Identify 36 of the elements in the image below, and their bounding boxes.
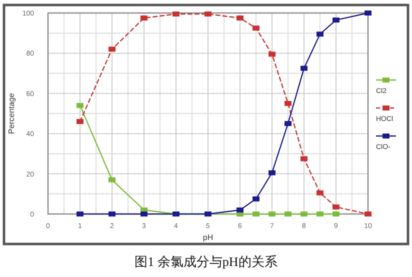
point	[76, 102, 84, 108]
point	[332, 204, 340, 210]
point	[140, 212, 148, 216]
point	[204, 212, 212, 216]
point	[284, 212, 292, 216]
point	[252, 212, 260, 216]
point	[108, 212, 116, 216]
point	[204, 12, 212, 17]
point	[316, 190, 324, 196]
point	[252, 26, 260, 31]
point	[364, 10, 372, 16]
point	[236, 207, 244, 212]
x-axis-title: pH	[202, 233, 214, 242]
point	[300, 156, 308, 162]
point	[268, 170, 276, 176]
point	[76, 119, 84, 124]
point	[268, 52, 276, 57]
point	[172, 12, 180, 17]
point	[284, 121, 292, 126]
point	[364, 212, 372, 216]
point	[268, 212, 276, 216]
point	[236, 16, 244, 21]
caption: 图1 余氯成分与pH的关系	[134, 254, 278, 269]
point	[300, 66, 308, 71]
point	[76, 212, 84, 216]
point	[332, 18, 340, 23]
point	[300, 212, 308, 216]
point	[316, 212, 324, 216]
y-axis-title: Percentage	[7, 92, 16, 134]
point	[284, 100, 292, 106]
point	[108, 46, 116, 52]
point	[140, 16, 148, 21]
point	[108, 177, 116, 182]
point	[316, 32, 324, 37]
point	[252, 196, 260, 202]
point	[332, 212, 340, 216]
